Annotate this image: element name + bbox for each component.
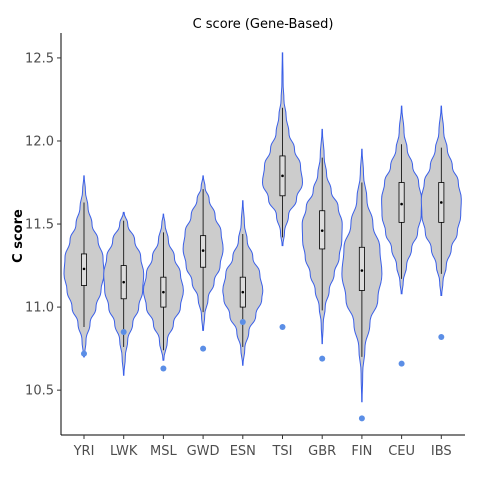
violin-median bbox=[82, 267, 86, 271]
violin-group-lwk bbox=[103, 211, 145, 376]
x-tick-label: LWK bbox=[110, 444, 138, 459]
x-tick-label: ESN bbox=[230, 444, 256, 459]
violin-median bbox=[360, 269, 364, 272]
chart-title: C score (Gene-Based) bbox=[193, 17, 334, 32]
violin-median bbox=[400, 202, 403, 206]
y-tick-label: 11.0 bbox=[25, 301, 54, 316]
y-tick-label: 11.5 bbox=[25, 218, 54, 233]
x-tick-label: IBS bbox=[431, 444, 452, 459]
y-tick-label: 10.5 bbox=[25, 384, 54, 399]
outlier-point bbox=[279, 324, 286, 331]
x-tick-label: YRI bbox=[73, 444, 95, 459]
violin-median bbox=[281, 174, 284, 178]
outlier-point bbox=[398, 360, 405, 367]
x-tick-label: CEU bbox=[388, 444, 415, 459]
y-axis-ticks: 10.5 11.0 11.5 12.0 12.5 bbox=[25, 51, 61, 399]
x-tick-label: GWD bbox=[187, 444, 220, 459]
outlier-point bbox=[239, 319, 246, 326]
y-tick-label: 12.5 bbox=[25, 51, 54, 66]
violin-median bbox=[201, 249, 205, 252]
x-tick-label: TSI bbox=[271, 444, 292, 459]
y-axis-label: C score bbox=[11, 209, 26, 263]
outlier-point bbox=[120, 329, 127, 336]
violin-median bbox=[440, 201, 443, 204]
outlier-point bbox=[81, 350, 87, 357]
y-tick-label: 12.0 bbox=[25, 134, 54, 149]
outlier-point bbox=[200, 345, 207, 352]
violin-group-msl bbox=[142, 213, 184, 372]
violin-median bbox=[122, 280, 125, 284]
violin-median bbox=[162, 290, 165, 294]
violin-box bbox=[358, 246, 365, 291]
plot-area bbox=[63, 52, 462, 422]
outlier-point bbox=[438, 333, 445, 340]
violin-group-gbr bbox=[301, 128, 343, 362]
x-tick-label: FIN bbox=[351, 444, 372, 459]
outlier-point bbox=[319, 355, 326, 362]
violin-group-tsi bbox=[261, 52, 304, 331]
x-tick-label: GBR bbox=[308, 444, 336, 459]
violin-group-fin bbox=[341, 148, 383, 422]
outlier-point bbox=[358, 415, 365, 422]
violin-group-ceu bbox=[381, 105, 423, 367]
violin-group-gwd bbox=[182, 175, 224, 352]
x-axis-ticks: YRI LWK MSL GWD ESN TSI GBR FIN CEU IBS bbox=[73, 435, 452, 459]
violin-group-yri bbox=[63, 175, 105, 358]
x-tick-label: MSL bbox=[150, 444, 177, 459]
violin-box bbox=[398, 182, 405, 223]
outlier-point bbox=[160, 365, 167, 372]
violin-median bbox=[241, 290, 245, 294]
violin-group-esn bbox=[222, 200, 264, 366]
violin-group-ibs bbox=[420, 105, 462, 340]
violin-median bbox=[320, 229, 324, 232]
